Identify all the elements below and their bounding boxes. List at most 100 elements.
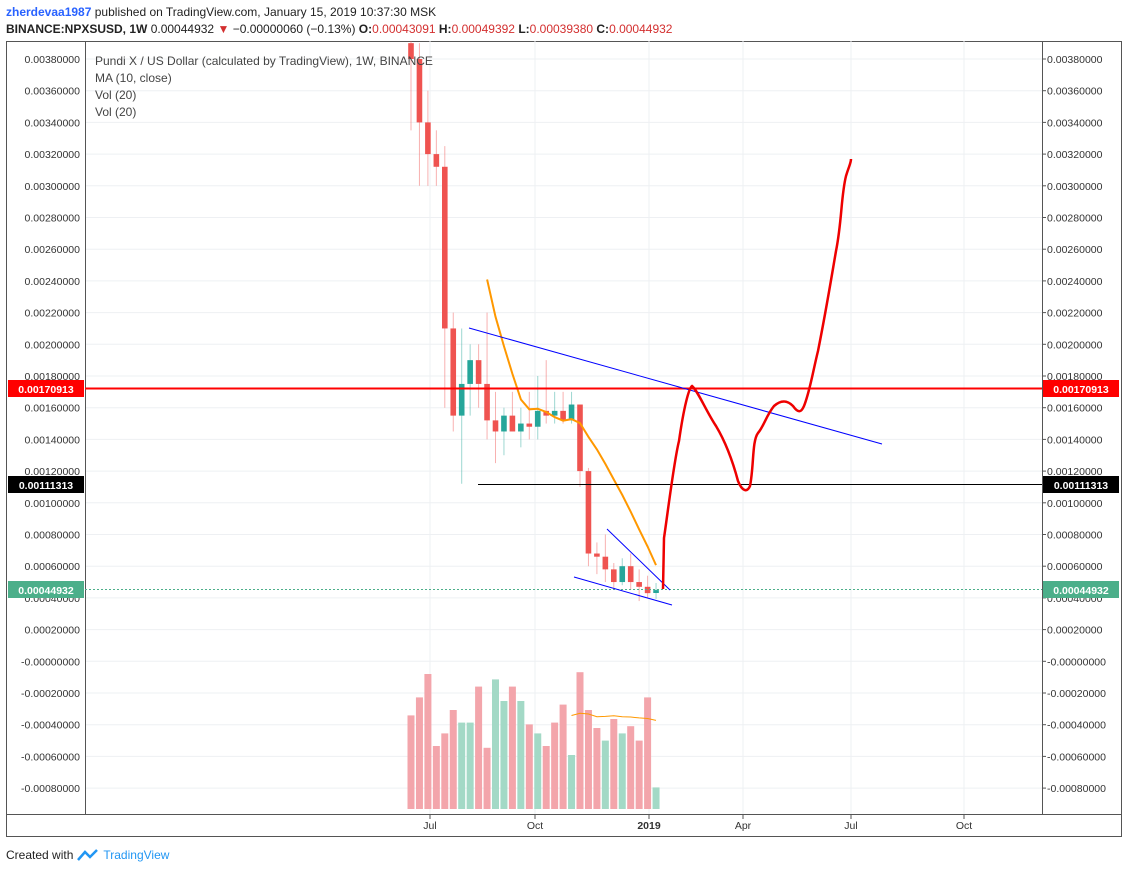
left-axis-label: 0.00100000 [25, 498, 81, 510]
volume-bar [584, 710, 592, 809]
left-axis-label: 0.00260000 [25, 244, 81, 256]
time-axis-label: Oct [527, 820, 543, 832]
candle-body [484, 383, 490, 421]
right-axis-label: 0.00240000 [1047, 276, 1103, 288]
price-tag-last: 0.00044932 0.00044932 [8, 581, 1119, 598]
open-value: 0.00043091 [372, 22, 436, 36]
candle-body [627, 566, 634, 583]
right-axis-label: 0.00220000 [1047, 308, 1103, 320]
tag-black-left: 0.00111313 [19, 480, 73, 492]
blue-trendline-upper[interactable] [468, 327, 883, 445]
candle-body [518, 423, 524, 432]
candle-body [568, 404, 575, 421]
author-link[interactable]: zherdevaa1987 [6, 5, 92, 19]
right-axis-label: -0.00020000 [1047, 688, 1106, 700]
left-axis-label: 0.00380000 [25, 54, 81, 66]
volume-bar [635, 740, 643, 809]
volume-bar [551, 722, 559, 809]
volume-bar [432, 746, 440, 809]
time-axis[interactable]: Jul Oct 2019 Apr Jul Oct [423, 814, 972, 832]
high-label: H: [438, 22, 452, 36]
candle-body [433, 154, 440, 167]
volume-bar [542, 746, 550, 809]
left-axis-label: 0.00220000 [25, 308, 81, 320]
symbol-label: BINANCE:NPXSUSD, 1W [6, 22, 148, 36]
legend-ma: MA (10, close) [95, 71, 172, 85]
left-axis-label: 0.00020000 [25, 625, 81, 637]
legend-title: Pundi X / US Dollar (calculated by Tradi… [95, 54, 433, 68]
candle-body [416, 59, 423, 123]
change-value: −0.00000060 (−0.13%) [232, 22, 356, 36]
tradingview-logo-icon [77, 849, 99, 861]
right-axis-label: 0.00160000 [1047, 403, 1103, 415]
right-axis-label: 0.00020000 [1047, 625, 1103, 637]
volume-bar [500, 701, 508, 809]
low-value: 0.00039380 [529, 22, 594, 36]
volume-bar [424, 674, 432, 809]
blue-wedge-top[interactable] [606, 528, 671, 591]
blue-wedge-bottom[interactable] [573, 576, 673, 606]
volume-bar [576, 672, 584, 809]
tag-last-right: 0.00044932 [1053, 585, 1109, 597]
right-axis-label: -0.00040000 [1047, 720, 1106, 732]
candle-body [442, 166, 448, 329]
price-tag-black: 0.00111313 0.00111313 [8, 476, 1119, 493]
volume-bar [610, 719, 618, 809]
candle-body [408, 43, 414, 59]
down-arrow-icon: ▼ [217, 22, 230, 36]
legend-vol-1: Vol (20) [95, 88, 136, 102]
left-axis-label: -0.00040000 [21, 720, 80, 732]
right-axis-label: 0.00200000 [1047, 339, 1103, 351]
volume-bar [618, 733, 626, 809]
right-axis-label: -0.00060000 [1047, 751, 1106, 763]
left-axis-label: 0.00080000 [25, 530, 81, 542]
ohlc-info: BINANCE:NPXSUSD, 1W 0.00044932 ▼ −0.0000… [6, 22, 672, 36]
candle-body [534, 410, 541, 427]
volume-bar [449, 710, 457, 809]
volume-bar [492, 679, 499, 809]
red-forecast-curve[interactable] [661, 158, 853, 590]
time-axis-label: Jul [844, 820, 857, 832]
right-axis-label: -0.00000000 [1047, 656, 1106, 668]
right-axis-label: 0.00300000 [1047, 181, 1103, 193]
left-axis-label: -0.00020000 [21, 688, 80, 700]
candle-body [450, 328, 457, 416]
candle-body [492, 420, 499, 432]
right-axis-label: 0.00360000 [1047, 86, 1103, 98]
right-axis-label: 0.00100000 [1047, 498, 1103, 510]
volume-bar [517, 701, 525, 809]
volume-bar [593, 728, 601, 809]
time-axis-label: Oct [956, 820, 972, 832]
price-tag-red: 0.00170913 0.00170913 [8, 380, 1119, 397]
right-axis-label: 0.00080000 [1047, 530, 1103, 542]
candle-body [467, 360, 473, 384]
price-chart[interactable]: 0.00380000 0.00360000 0.00340000 0.00320000… [6, 41, 1122, 837]
tag-last-left: 0.00044932 [18, 585, 74, 597]
right-axis-label: 0.00140000 [1047, 434, 1103, 446]
left-axis-label: 0.00300000 [25, 181, 81, 193]
left-axis-label: 0.00200000 [25, 339, 81, 351]
left-price-axis[interactable]: 0.00380000 0.00360000 0.00340000 0.00320000… [21, 54, 80, 795]
close-value: 0.00044932 [609, 22, 673, 36]
right-axis-label: 0.00260000 [1047, 244, 1103, 256]
volume-bar [601, 740, 609, 809]
volume-bar [508, 686, 516, 809]
footer: Created with TradingView [6, 848, 169, 862]
tradingview-brand-link[interactable]: TradingView [103, 848, 170, 862]
volume-bar [559, 704, 567, 809]
volume-bar [525, 724, 533, 809]
time-axis-label: Apr [735, 820, 752, 832]
volume-bar [458, 722, 466, 809]
candle-body [425, 122, 431, 155]
candle-body [594, 553, 600, 557]
publish-text: published on TradingView.com, January 15… [94, 5, 437, 19]
right-price-axis[interactable]: 0.00380000 0.00360000 0.00340000 0.00320000… [1042, 54, 1106, 795]
left-axis-label: 0.00160000 [25, 403, 81, 415]
candle-body [526, 423, 533, 427]
candle-body [636, 582, 642, 587]
candle-body [475, 360, 482, 384]
left-axis-label: 0.00060000 [25, 561, 81, 573]
candle-body [653, 590, 659, 594]
volume-bar [483, 747, 491, 809]
candle-body [644, 586, 651, 594]
